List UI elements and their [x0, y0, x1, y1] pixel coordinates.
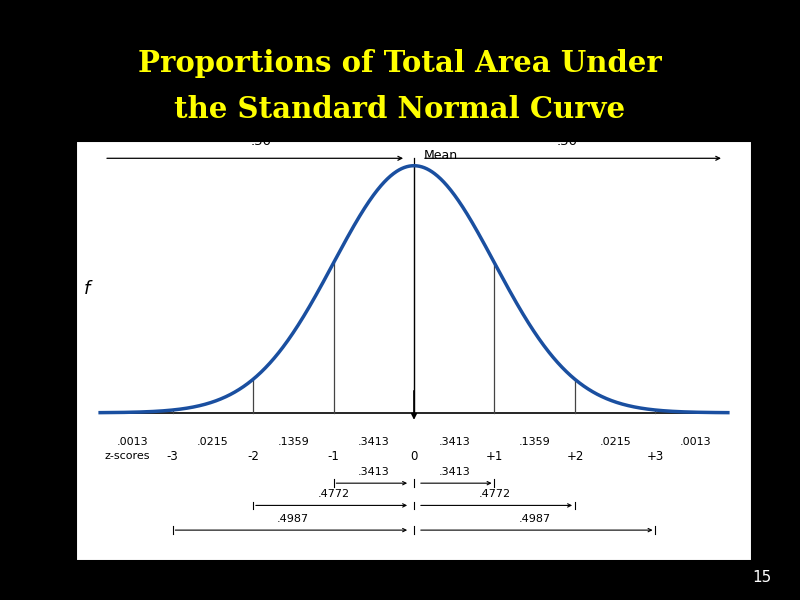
Text: -3: -3 [166, 449, 178, 463]
Text: $f$: $f$ [82, 280, 94, 298]
Text: Proportions of Total Area Under: Proportions of Total Area Under [138, 49, 662, 77]
Text: .4987: .4987 [278, 514, 310, 524]
Text: 15: 15 [753, 570, 772, 585]
Text: .50: .50 [250, 136, 271, 148]
Text: +2: +2 [566, 449, 584, 463]
Text: .4772: .4772 [478, 489, 510, 499]
Text: .3413: .3413 [438, 467, 470, 477]
Text: z-scores: z-scores [104, 451, 150, 461]
Text: .50: .50 [557, 136, 578, 148]
Text: +1: +1 [486, 449, 503, 463]
Text: .3413: .3413 [358, 467, 390, 477]
Text: .0215: .0215 [599, 437, 631, 448]
Text: .4987: .4987 [518, 514, 550, 524]
Text: +3: +3 [647, 449, 664, 463]
Text: .4772: .4772 [318, 489, 350, 499]
Text: .1359: .1359 [519, 437, 550, 448]
Text: 0: 0 [410, 449, 418, 463]
Text: -2: -2 [247, 449, 259, 463]
Text: .0215: .0215 [197, 437, 229, 448]
Text: .3413: .3413 [358, 437, 390, 448]
Text: .0013: .0013 [117, 437, 148, 448]
Text: the Standard Normal Curve: the Standard Normal Curve [174, 95, 626, 124]
Text: -1: -1 [327, 449, 339, 463]
Text: .0013: .0013 [680, 437, 711, 448]
Text: Mean: Mean [424, 149, 458, 163]
Text: .3413: .3413 [438, 437, 470, 448]
Text: .1359: .1359 [278, 437, 309, 448]
